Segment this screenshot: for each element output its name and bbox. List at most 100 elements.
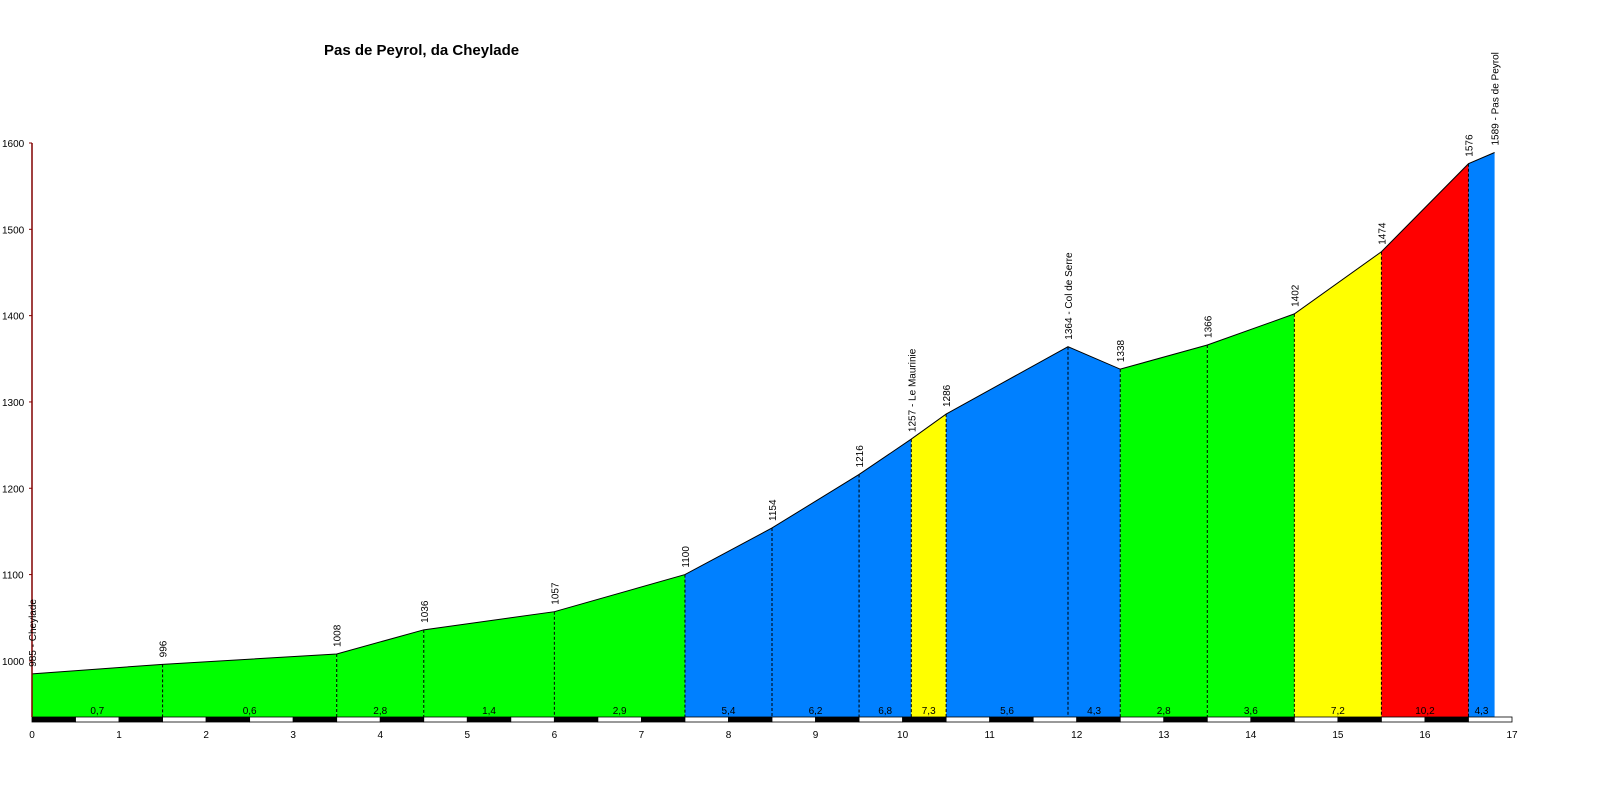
x-tick-label: 13 [1158,730,1170,741]
altitude-label: 1036 [420,600,431,623]
gradient-label: 6,8 [878,706,892,717]
gradient-label: 3,6 [1244,706,1258,717]
scale-block [118,716,163,723]
gradient-label: 7,3 [922,706,936,717]
scale-block [771,716,816,723]
altitude-label: 1057 [550,582,561,605]
gradient-segment [859,439,912,717]
x-tick-label: 17 [1506,730,1518,741]
x-tick-label: 2 [203,730,209,741]
gradient-segment [1294,251,1382,718]
scale-block [1381,716,1426,723]
gradient-segment [162,653,337,717]
scale-block [858,716,903,723]
profile-fill-layer [32,152,1495,718]
segment-divider-layer [162,163,1469,717]
scale-block [1337,716,1382,723]
altitude-label: 1100 [681,546,692,568]
scale-block [292,716,338,723]
gradient-label: 0,7 [90,706,104,717]
gradient-segment [1381,163,1469,717]
gradient-segment [1068,346,1121,717]
chart-title: Pas de Peyrol, da Cheylade [324,42,519,59]
x-tick-label: 8 [726,730,732,741]
gradient-segment [1207,313,1295,717]
gradient-labels: 0,7 0,6 2,8 1,4 2,9 5,4 6,2 6,8 7,3 5,6 4,3 2,8 3,6 7… [90,706,1489,717]
altitude-label: 1257 - Le Maurinie [907,348,918,432]
scale-block [1076,716,1121,723]
x-tick-label: 3 [290,730,296,741]
gradient-label: 7,2 [1331,706,1345,717]
gradient-segment [554,574,685,717]
scale-block [1206,716,1252,723]
scale-block [249,716,294,723]
x-tick-label: 0 [29,730,35,741]
x-axis: 0 1 2 3 4 5 6 7 8 9 10 11 12 13 14 15 16 17 [29,730,1518,741]
scale-block [510,716,555,723]
scale-block [597,716,642,723]
gradient-segment [1468,152,1495,717]
gradient-label: 4,3 [1475,706,1489,717]
scale-block [466,716,512,723]
gradient-label: 5,4 [722,706,736,717]
scale-block [1119,716,1165,723]
altitude-label: 1216 [855,445,866,468]
y-axis: 1000 1100 1200 1300 1400 1500 1600 [2,139,33,717]
scale-block [336,716,381,723]
x-tick-label: 5 [465,730,471,741]
gradient-label: 1,4 [482,706,496,717]
altitude-label: 1286 [942,384,953,407]
x-tick-label: 4 [377,730,383,741]
altitude-label: 985 - Cheylade [28,599,39,667]
gradient-segment [911,414,947,717]
scale-block [379,716,425,723]
altitude-label: 1008 [333,624,344,647]
altitude-label: 996 [159,640,170,657]
scale-block [1468,716,1513,723]
altitude-label: 1366 [1203,315,1214,338]
gradient-label: 5,6 [1000,706,1014,717]
x-tick-label: 14 [1245,730,1257,741]
altitude-label: 1474 [1377,222,1388,245]
x-tick-label: 12 [1071,730,1083,741]
altitude-labels: 985 - Cheylade 996 1008 1036 1057 1100 1154 121… [28,52,1502,667]
gradient-segment [423,611,555,717]
scale-block [1293,716,1339,723]
y-tick-label: 1200 [2,484,25,495]
gradient-label: 2,8 [1157,706,1171,717]
altitude-label: 1402 [1290,284,1301,307]
scale-block [553,716,599,723]
gradient-label: 4,3 [1087,706,1101,717]
x-tick-label: 16 [1419,730,1431,741]
x-tick-label: 6 [552,730,558,741]
gradient-segment [1120,344,1208,717]
y-tick-label: 1600 [2,139,25,150]
altitude-label: 1364 - Col de Serre [1064,252,1075,340]
x-tick-label: 9 [813,730,819,741]
altitude-label: 1154 [768,499,779,521]
x-tick-label: 15 [1332,730,1344,741]
scale-block [945,716,991,723]
scale-block [641,716,686,723]
gradient-segment [684,527,772,717]
y-tick-label: 1400 [2,312,25,323]
gradient-label: 10,2 [1415,706,1435,717]
scale-block [728,716,773,723]
gradient-segment [32,664,163,717]
scale-block [1424,716,1469,723]
altitude-label: 1589 - Pas de Peyrol [1491,52,1502,145]
profile-line [31,152,1495,675]
altitude-label: 1338 [1116,339,1127,362]
scale-block [989,716,1034,723]
y-tick-label: 1000 [2,657,25,668]
scale-block [1163,716,1208,723]
altitude-label: 1576 [1464,134,1475,157]
gradient-label: 0,6 [243,706,257,717]
scale-block [1250,716,1295,723]
y-tick-label: 1300 [2,398,25,409]
gradient-segment [772,474,860,717]
scale-block [1032,716,1078,723]
scale-block [162,716,207,723]
scale-block [902,716,947,723]
scale-block [423,716,468,723]
